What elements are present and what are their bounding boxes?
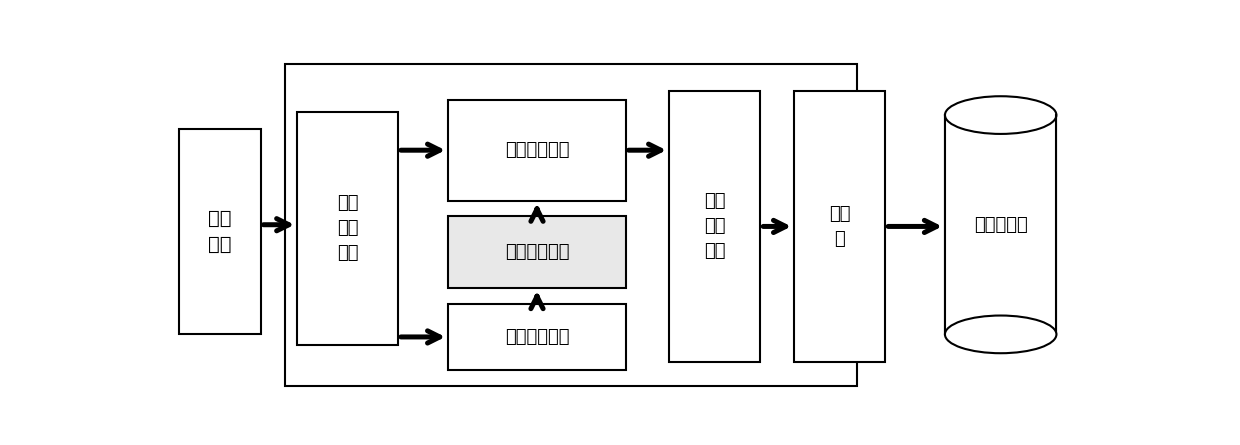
Bar <box>448 100 626 201</box>
Bar <box>448 303 626 370</box>
Text: 数据
优化
模块: 数据 优化 模块 <box>704 192 725 260</box>
Text: 文件缓存模块: 文件缓存模块 <box>505 328 569 346</box>
Bar <box>670 91 760 362</box>
Ellipse shape <box>945 316 1056 353</box>
Bar <box>448 216 626 288</box>
Bar <box>179 129 260 334</box>
Bar <box>298 112 398 344</box>
Text: 数据
采集: 数据 采集 <box>208 209 232 255</box>
Bar <box>945 115 1056 334</box>
Ellipse shape <box>945 96 1056 134</box>
Text: 线程
池: 线程 池 <box>830 205 851 248</box>
Text: 队列缓存模块: 队列缓存模块 <box>505 141 569 159</box>
Bar <box>794 91 885 362</box>
Text: 数据预读模块: 数据预读模块 <box>505 243 569 261</box>
Text: 历史数据库: 历史数据库 <box>973 216 1028 234</box>
Text: 数据
接收
模块: 数据 接收 模块 <box>337 194 358 262</box>
Bar <box>285 64 857 386</box>
